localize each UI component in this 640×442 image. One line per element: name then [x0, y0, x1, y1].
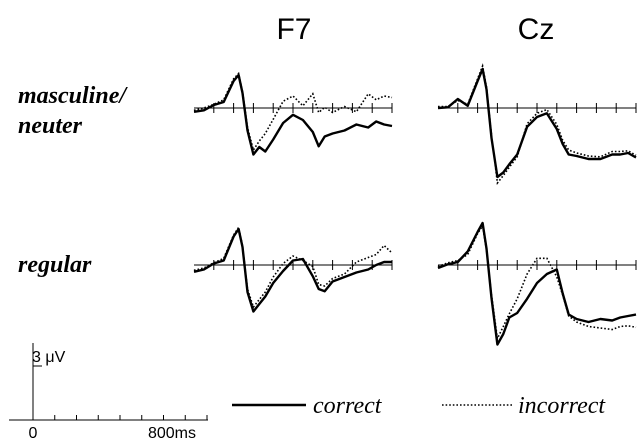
scale-bar-amplitude-label: 3 μV: [32, 349, 66, 366]
column-header-f7: F7: [276, 13, 311, 46]
scale-bar-time-start-label: 0: [29, 425, 38, 442]
row-label-masculine-neuter-line2: neuter: [18, 113, 83, 139]
row-label-masculine-neuter: masculine/ neuter: [18, 83, 132, 139]
row-label-masculine-neuter-line1: masculine/: [18, 83, 128, 109]
trace-correct: [437, 67, 637, 179]
legend-incorrect-label: incorrect: [518, 393, 606, 419]
trace-correct: [193, 73, 393, 156]
legend: correct incorrect: [232, 393, 606, 419]
panel-cz-regular: [437, 221, 637, 346]
scale-bar-time-end-label: 800ms: [148, 425, 196, 442]
trace-incorrect: [437, 223, 637, 342]
panel-f7-regular: [193, 225, 393, 313]
row-label-regular: regular: [18, 252, 92, 278]
trace-correct: [437, 221, 637, 346]
column-header-cz: Cz: [518, 13, 555, 46]
panel-cz-masculine-neuter: [437, 63, 637, 186]
scale-bar-ticks: [32, 415, 208, 420]
erp-panels: [193, 63, 637, 346]
trace-incorrect: [438, 63, 637, 186]
scale-bar: 3 μV 0 800ms: [9, 343, 208, 442]
legend-correct-label: correct: [313, 393, 383, 419]
trace-incorrect: [193, 71, 393, 152]
trace-correct: [193, 227, 392, 313]
panel-f7-masculine-neuter: [193, 71, 393, 156]
